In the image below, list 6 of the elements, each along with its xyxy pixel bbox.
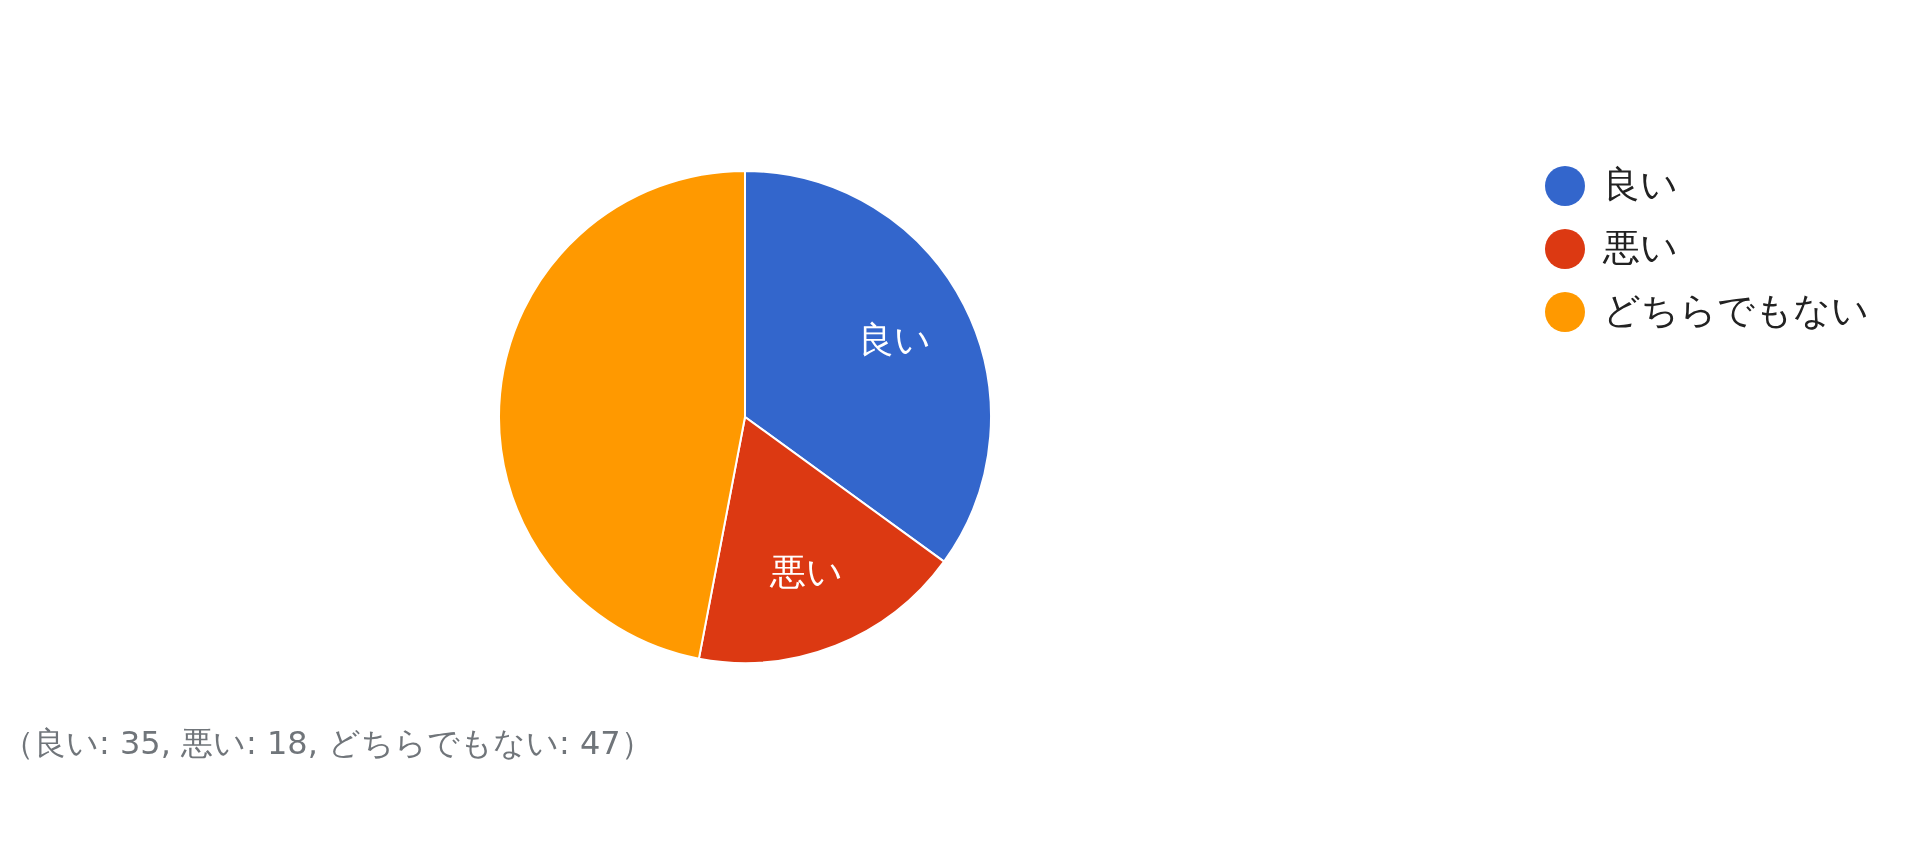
data-label: 悪い bbox=[769, 551, 844, 593]
legend-label: 悪い bbox=[1602, 226, 1678, 269]
legend-label: どちらでもない bbox=[1603, 289, 1869, 332]
data-label: 良い bbox=[858, 318, 932, 360]
text: （良い: 35, 悪い: 18, どちらでもない: 47） bbox=[2, 724, 653, 762]
legend-label: 良い bbox=[1603, 163, 1678, 206]
